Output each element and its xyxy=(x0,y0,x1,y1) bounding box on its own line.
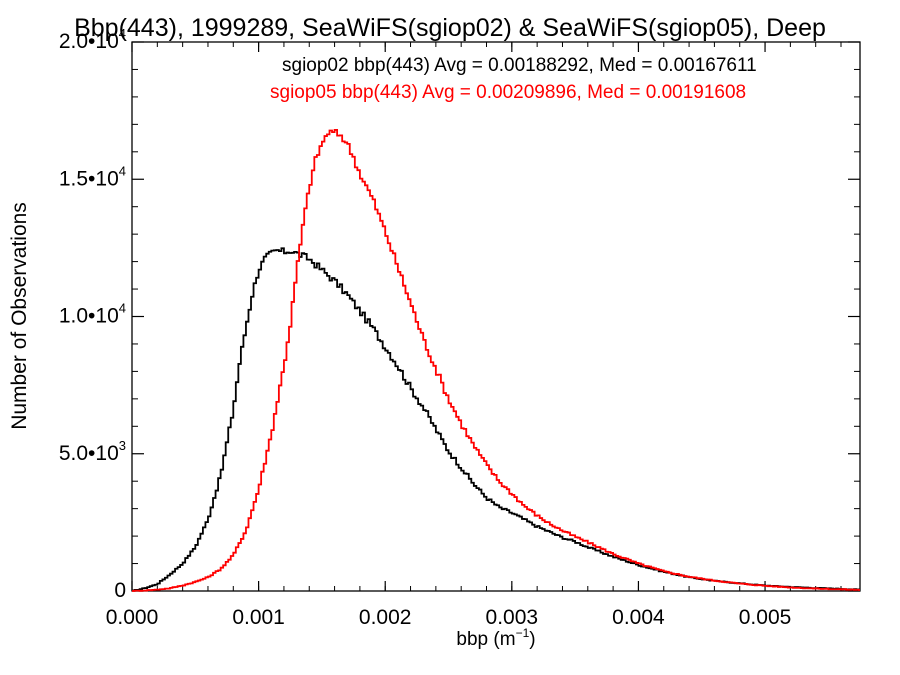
y-tick-label-4: 2.0•104 xyxy=(59,26,126,53)
x-axis-ticks: 0.000 0.001 0.002 0.003 0.004 0.005 xyxy=(106,42,842,629)
x-axis-label: bbp (m−1) xyxy=(456,626,535,650)
x-axis-label-exponent: −1 xyxy=(516,626,530,640)
x-tick-label-0: 0.000 xyxy=(106,606,159,629)
y-axis-ticks: 0 5.0•103 1.0•104 1.5•104 2.0•104 xyxy=(59,26,860,602)
x-axis-label-close: ) xyxy=(529,629,535,650)
legend-entry-sgiop02: sgiop02 bbp(443) Avg = 0.00188292, Med =… xyxy=(282,55,757,76)
x-tick-label-4: 0.004 xyxy=(612,606,665,629)
x-axis-label-base: bbp (m xyxy=(456,629,515,650)
x-tick-label-2: 0.002 xyxy=(359,606,412,629)
y-axis-label: Number of Observations xyxy=(8,202,31,430)
x-tick-label-3: 0.003 xyxy=(486,606,539,629)
x-tick-label-5: 0.005 xyxy=(739,606,792,629)
plot-frame xyxy=(131,41,861,592)
y-tick-label-0: 0 xyxy=(114,579,126,602)
legend-entry-sgiop05: sgiop05 bbp(443) Avg = 0.00209896, Med =… xyxy=(270,82,746,103)
series-layer xyxy=(132,129,860,592)
chart-title: Bbp(443), 1999289, SeaWiFS(sgiop02) & Se… xyxy=(74,14,826,42)
y-tick-label-2: 1.0•104 xyxy=(59,301,126,328)
y-tick-label-1: 5.0•103 xyxy=(59,438,126,465)
x-tick-label-1: 0.001 xyxy=(232,606,285,629)
y-tick-label-3: 1.5•104 xyxy=(59,163,126,190)
series-line-sgiop05 xyxy=(132,129,860,592)
